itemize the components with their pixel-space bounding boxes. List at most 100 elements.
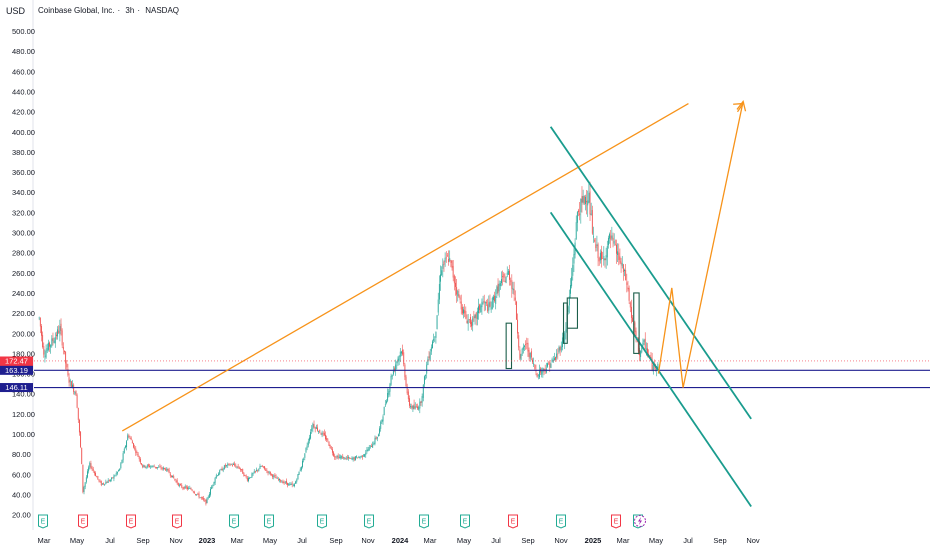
candle-body bbox=[557, 353, 559, 355]
candle-body bbox=[417, 406, 418, 409]
rising-trendline[interactable] bbox=[121, 102, 689, 432]
consolidation-box[interactable] bbox=[633, 292, 640, 354]
chart-drawings[interactable] bbox=[34, 100, 930, 508]
candle-body bbox=[121, 459, 123, 464]
candle-body bbox=[259, 466, 261, 469]
candle-body bbox=[74, 392, 76, 394]
candle-body bbox=[426, 364, 428, 374]
candle-body bbox=[394, 368, 395, 370]
time-tick-label: Sep bbox=[713, 536, 726, 545]
candle-body bbox=[45, 350, 47, 358]
candle-body bbox=[81, 447, 83, 465]
candle-body bbox=[55, 334, 57, 337]
event-markers[interactable]: EEEEEEEEEEEEEE bbox=[38, 514, 646, 529]
earnings-letter: E bbox=[320, 519, 325, 526]
earnings-marker-icon[interactable]: E bbox=[229, 514, 239, 529]
candle-body bbox=[556, 353, 558, 358]
earnings-marker-icon[interactable]: E bbox=[508, 514, 518, 529]
candle-body bbox=[320, 433, 322, 435]
candle-body bbox=[129, 437, 131, 439]
candle-body bbox=[476, 311, 478, 320]
candle-body bbox=[256, 469, 257, 471]
candle-body bbox=[333, 452, 335, 456]
candle-body bbox=[231, 464, 233, 466]
currency-label[interactable]: USD bbox=[6, 6, 26, 16]
candle-body bbox=[188, 487, 190, 489]
earnings-letter: E bbox=[129, 519, 134, 526]
candle-body bbox=[452, 265, 454, 278]
candle-body bbox=[549, 361, 551, 368]
candle-body bbox=[288, 483, 290, 486]
candle-body bbox=[518, 335, 520, 348]
consolidation-box[interactable] bbox=[566, 297, 579, 329]
candle-body bbox=[250, 477, 252, 478]
price-tick-label: 60.00 bbox=[12, 470, 31, 479]
candle-body bbox=[242, 468, 244, 474]
earnings-letter: E bbox=[175, 519, 180, 526]
candle-body bbox=[246, 477, 248, 481]
candle-body bbox=[110, 479, 111, 481]
last-price-badge-text: 172.47 bbox=[5, 356, 28, 365]
earnings-marker-icon[interactable]: E bbox=[38, 514, 48, 529]
candle-body bbox=[461, 306, 463, 314]
candle-body bbox=[533, 363, 535, 365]
earnings-marker-icon[interactable]: E bbox=[611, 514, 621, 529]
price-tick-label: 440.00 bbox=[12, 87, 35, 96]
candle-body bbox=[274, 474, 276, 477]
candle-body bbox=[428, 356, 430, 358]
price-tick-label: 460.00 bbox=[12, 67, 35, 76]
candle-body bbox=[123, 448, 125, 454]
candle-body bbox=[369, 445, 371, 447]
earnings-marker-icon[interactable]: E bbox=[126, 514, 136, 529]
candle-body bbox=[483, 300, 485, 304]
earnings-marker-icon[interactable]: E bbox=[556, 514, 566, 529]
consolidation-box[interactable] bbox=[505, 322, 513, 370]
candle-body bbox=[60, 323, 62, 331]
candle-body bbox=[314, 427, 316, 430]
upcoming-event-icon[interactable] bbox=[634, 515, 646, 527]
projection-path[interactable] bbox=[657, 101, 744, 388]
candle-body bbox=[445, 257, 447, 259]
candle-body bbox=[341, 456, 343, 458]
candle-body bbox=[360, 455, 362, 457]
candle-body bbox=[115, 473, 117, 475]
candle-body bbox=[568, 296, 570, 306]
time-axis[interactable]: Mar May Jul Sep Nov 2023 Mar May Jul Sep Nov 2024 Ma… bbox=[38, 536, 760, 545]
candle-body bbox=[199, 497, 201, 499]
earnings-marker-icon[interactable]: E bbox=[172, 514, 182, 529]
time-tick-label: May bbox=[70, 536, 84, 545]
candle-body bbox=[400, 351, 402, 354]
earnings-marker-icon[interactable]: E bbox=[264, 514, 274, 529]
symbol-title[interactable]: Coinbase Global, Inc. · 3h · NASDAQ bbox=[38, 6, 182, 15]
interval-label: 3h bbox=[125, 6, 135, 15]
candle-body bbox=[61, 330, 63, 346]
channel-lower-line[interactable] bbox=[549, 211, 752, 508]
candle-body bbox=[175, 480, 177, 482]
candle-body bbox=[624, 269, 625, 272]
earnings-marker-icon[interactable]: E bbox=[419, 514, 429, 529]
candle-body bbox=[521, 348, 523, 355]
candle-body bbox=[492, 296, 494, 300]
candle-body bbox=[559, 346, 561, 351]
candle-body bbox=[124, 445, 126, 448]
candle-body bbox=[451, 260, 453, 268]
earnings-marker-icon[interactable]: E bbox=[460, 514, 470, 529]
candle-body bbox=[51, 338, 53, 347]
candle-body bbox=[41, 325, 42, 336]
earnings-marker-icon[interactable]: E bbox=[78, 514, 88, 529]
candle-body bbox=[497, 283, 499, 294]
candle-body bbox=[510, 280, 512, 282]
candle-body bbox=[70, 381, 72, 388]
candle-body bbox=[299, 469, 301, 472]
earnings-marker-icon[interactable]: E bbox=[317, 514, 327, 529]
price-axis[interactable]: 500.00 480.00 460.00 440.00 420.00 400.00 380.… bbox=[12, 0, 35, 530]
candle-body bbox=[160, 467, 162, 469]
candle-body bbox=[87, 471, 88, 478]
candle-body bbox=[219, 470, 221, 475]
time-tick-label: Jul bbox=[297, 536, 307, 545]
candle-body bbox=[252, 473, 254, 474]
candle-body bbox=[197, 493, 199, 495]
channel-upper-line[interactable] bbox=[549, 126, 752, 420]
earnings-marker-icon[interactable]: E bbox=[364, 514, 374, 529]
